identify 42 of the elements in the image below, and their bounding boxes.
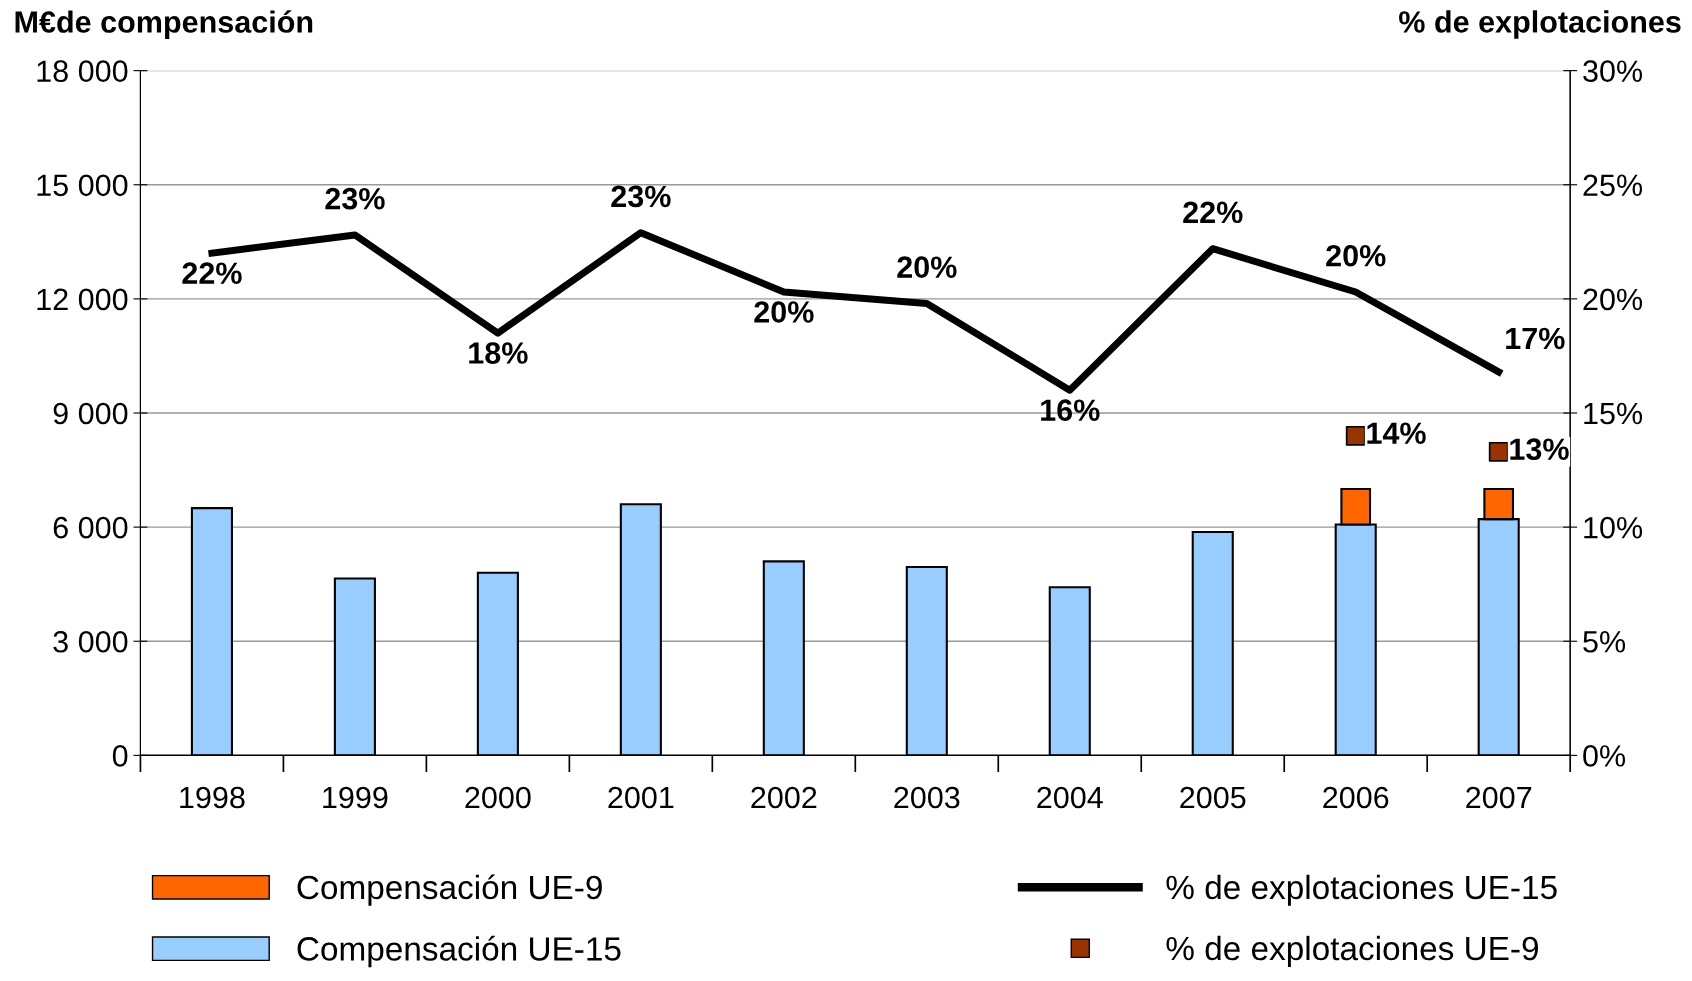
data-label: 13% [1510, 438, 1569, 461]
legend-label: Compensación UE-15 [297, 935, 621, 968]
y-tick-label: 3 000 [53, 630, 128, 653]
x-tick-label: 2002 [751, 786, 817, 809]
x-tick-label: 1998 [180, 786, 245, 809]
legend-label: % de explotaciones UE-9 [1166, 935, 1538, 967]
y2-axis-title: % de explotaciones [1399, 10, 1681, 39]
data-label: 17% [1506, 327, 1565, 350]
y-tick-label: 18 000 [37, 60, 128, 82]
y-tick-label: 15 000 [37, 174, 128, 197]
y2-tick-label: 5% [1583, 631, 1626, 653]
y-tick-label: 0 [112, 745, 128, 767]
y2-tick-label: 30% [1583, 60, 1643, 82]
data-label: 20% [897, 256, 957, 278]
y-tick-label: 12 000 [37, 288, 128, 311]
x-tick-label: 2005 [1180, 786, 1246, 809]
legend-label: % de explotaciones UE-15 [1166, 874, 1557, 906]
y2-tick-label: 10% [1584, 516, 1643, 539]
y2-tick-label: 25% [1583, 174, 1643, 197]
x-tick-label: 2000 [465, 786, 531, 809]
y2-tick-label: 0% [1583, 745, 1626, 767]
x-tick-label: 2007 [1466, 786, 1532, 809]
x-tick-label: 2001 [608, 786, 674, 809]
data-label: 22% [1183, 201, 1243, 224]
data-label: 18% [469, 342, 528, 364]
y-tick-label: 6 000 [53, 516, 128, 539]
y2-tick-label: 15% [1584, 402, 1643, 425]
data-label: 20% [754, 301, 814, 323]
x-tick-label: 2004 [1037, 786, 1103, 809]
data-label: 14% [1367, 422, 1426, 444]
legend-label: Compensación UE-9 [297, 874, 602, 906]
x-tick-label: 2006 [1323, 786, 1389, 809]
data-label: 22% [182, 262, 242, 284]
y-axis-title: M€de compensación [15, 10, 313, 39]
data-label: 20% [1326, 244, 1386, 267]
x-tick-label: 1999 [323, 786, 388, 809]
y-tick-label: 9 000 [53, 402, 128, 425]
data-label: 23% [611, 185, 671, 208]
x-tick-label: 2003 [894, 786, 960, 809]
data-label: 16% [1041, 399, 1100, 421]
data-label: 23% [325, 187, 385, 210]
y2-tick-label: 20% [1583, 288, 1643, 311]
